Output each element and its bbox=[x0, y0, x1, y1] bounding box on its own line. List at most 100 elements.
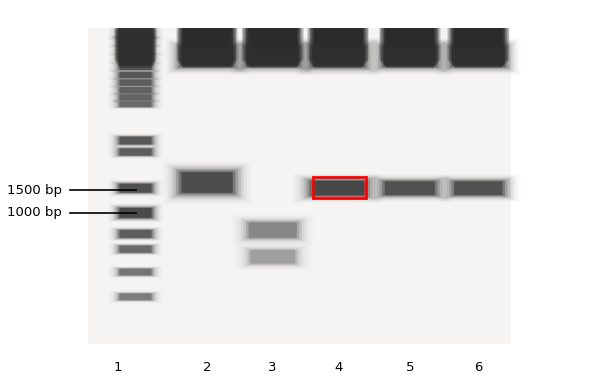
FancyBboxPatch shape bbox=[119, 47, 152, 53]
FancyBboxPatch shape bbox=[118, 136, 153, 145]
FancyBboxPatch shape bbox=[113, 93, 158, 102]
FancyBboxPatch shape bbox=[116, 63, 155, 71]
Bar bbox=[311, 28, 365, 65]
Bar bbox=[118, 28, 153, 66]
FancyBboxPatch shape bbox=[114, 206, 156, 220]
FancyBboxPatch shape bbox=[113, 205, 158, 220]
Bar bbox=[183, 28, 232, 67]
FancyBboxPatch shape bbox=[118, 293, 153, 301]
FancyBboxPatch shape bbox=[241, 219, 304, 242]
Bar bbox=[246, 28, 299, 66]
FancyBboxPatch shape bbox=[116, 37, 155, 46]
Bar bbox=[307, 28, 369, 60]
Bar bbox=[385, 28, 435, 66]
Bar bbox=[383, 28, 437, 65]
FancyBboxPatch shape bbox=[113, 228, 158, 240]
FancyBboxPatch shape bbox=[114, 29, 156, 38]
FancyBboxPatch shape bbox=[114, 71, 156, 79]
FancyBboxPatch shape bbox=[118, 71, 153, 78]
Bar bbox=[243, 28, 303, 61]
FancyBboxPatch shape bbox=[116, 86, 155, 94]
FancyBboxPatch shape bbox=[111, 28, 160, 39]
FancyBboxPatch shape bbox=[170, 41, 244, 72]
FancyBboxPatch shape bbox=[176, 169, 238, 196]
FancyBboxPatch shape bbox=[119, 148, 152, 156]
Bar bbox=[380, 28, 440, 61]
FancyBboxPatch shape bbox=[114, 86, 156, 94]
FancyBboxPatch shape bbox=[246, 46, 300, 67]
FancyBboxPatch shape bbox=[245, 248, 300, 266]
FancyBboxPatch shape bbox=[118, 64, 153, 70]
FancyBboxPatch shape bbox=[119, 94, 152, 101]
FancyBboxPatch shape bbox=[118, 183, 153, 193]
FancyBboxPatch shape bbox=[113, 54, 158, 63]
Text: 1500 bp: 1500 bp bbox=[7, 184, 62, 197]
Bar bbox=[115, 28, 156, 61]
FancyBboxPatch shape bbox=[116, 147, 155, 156]
FancyBboxPatch shape bbox=[113, 46, 158, 55]
FancyBboxPatch shape bbox=[114, 228, 156, 239]
FancyBboxPatch shape bbox=[114, 292, 156, 301]
FancyBboxPatch shape bbox=[173, 43, 241, 71]
FancyBboxPatch shape bbox=[449, 45, 507, 68]
Bar bbox=[313, 177, 366, 198]
FancyBboxPatch shape bbox=[114, 244, 156, 254]
FancyBboxPatch shape bbox=[304, 178, 373, 199]
FancyBboxPatch shape bbox=[243, 45, 302, 68]
Bar bbox=[246, 28, 300, 65]
Bar bbox=[247, 28, 298, 66]
FancyBboxPatch shape bbox=[385, 181, 435, 195]
FancyBboxPatch shape bbox=[116, 136, 155, 145]
FancyBboxPatch shape bbox=[116, 30, 155, 38]
FancyBboxPatch shape bbox=[379, 179, 440, 197]
FancyBboxPatch shape bbox=[247, 249, 298, 265]
FancyBboxPatch shape bbox=[116, 293, 155, 301]
FancyBboxPatch shape bbox=[116, 46, 155, 54]
FancyBboxPatch shape bbox=[238, 43, 307, 71]
Bar bbox=[178, 28, 237, 62]
FancyBboxPatch shape bbox=[444, 43, 513, 71]
Bar bbox=[177, 28, 237, 61]
FancyBboxPatch shape bbox=[449, 179, 507, 197]
FancyBboxPatch shape bbox=[241, 44, 304, 70]
Bar bbox=[455, 28, 502, 68]
Bar bbox=[114, 28, 157, 60]
FancyBboxPatch shape bbox=[119, 30, 152, 37]
FancyBboxPatch shape bbox=[114, 101, 156, 108]
FancyBboxPatch shape bbox=[314, 48, 362, 66]
FancyBboxPatch shape bbox=[171, 166, 244, 199]
FancyBboxPatch shape bbox=[113, 86, 158, 94]
FancyBboxPatch shape bbox=[114, 54, 156, 63]
Bar bbox=[119, 28, 153, 67]
Bar bbox=[183, 28, 231, 68]
Bar bbox=[181, 28, 234, 66]
FancyBboxPatch shape bbox=[114, 63, 156, 71]
FancyBboxPatch shape bbox=[249, 222, 297, 238]
FancyBboxPatch shape bbox=[114, 135, 156, 146]
FancyBboxPatch shape bbox=[378, 44, 441, 70]
FancyBboxPatch shape bbox=[119, 87, 152, 93]
FancyBboxPatch shape bbox=[249, 48, 297, 65]
FancyBboxPatch shape bbox=[298, 176, 379, 201]
FancyBboxPatch shape bbox=[452, 180, 505, 196]
Bar bbox=[451, 28, 506, 65]
FancyBboxPatch shape bbox=[446, 179, 510, 198]
FancyBboxPatch shape bbox=[380, 45, 439, 68]
Bar bbox=[179, 28, 235, 64]
Bar bbox=[241, 28, 304, 60]
FancyBboxPatch shape bbox=[454, 181, 503, 195]
FancyBboxPatch shape bbox=[312, 181, 364, 195]
Bar bbox=[312, 28, 364, 66]
Bar bbox=[452, 28, 504, 66]
FancyBboxPatch shape bbox=[118, 207, 153, 218]
FancyBboxPatch shape bbox=[119, 208, 152, 218]
FancyBboxPatch shape bbox=[382, 180, 437, 196]
FancyBboxPatch shape bbox=[173, 167, 241, 197]
FancyBboxPatch shape bbox=[113, 29, 158, 39]
FancyBboxPatch shape bbox=[444, 177, 513, 199]
FancyBboxPatch shape bbox=[113, 147, 158, 157]
Bar bbox=[243, 28, 302, 62]
FancyBboxPatch shape bbox=[114, 46, 156, 55]
FancyBboxPatch shape bbox=[446, 44, 510, 70]
FancyBboxPatch shape bbox=[118, 94, 153, 101]
